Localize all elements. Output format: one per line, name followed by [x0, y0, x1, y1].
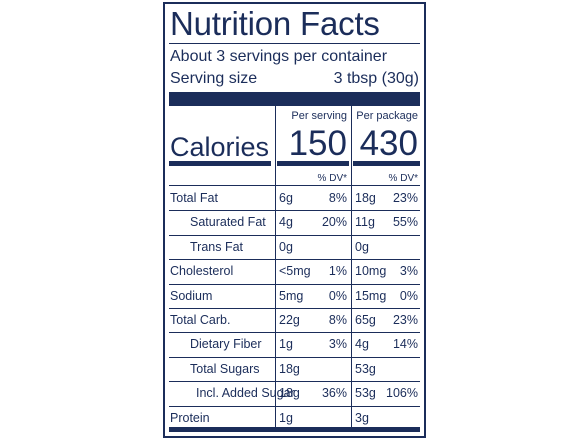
column-divider-1 — [275, 106, 276, 427]
nutrient-amount-package: 4g — [355, 337, 369, 352]
nutrient-amount-serving: 5mg — [279, 288, 304, 303]
nutrient-amount-package: 0g — [355, 239, 369, 254]
row-divider — [169, 259, 420, 261]
per-serving-header: Per serving — [291, 110, 347, 122]
per-package-header: Per package — [356, 110, 418, 122]
servings-per-container: About 3 servings per container — [170, 48, 388, 65]
column-divider-2 — [351, 106, 352, 427]
nutrient-dv-package: 23% — [392, 191, 418, 205]
nutrient-dv-serving: 3% — [328, 337, 347, 352]
nutrient-dv-serving: 20% — [321, 215, 347, 230]
serving-size-label: Serving size — [170, 70, 258, 87]
label-title: Nutrition Facts — [170, 5, 380, 42]
nutrient-amount-serving: 1g — [279, 410, 293, 425]
nutrient-dv-serving: 36% — [321, 386, 347, 401]
nutrient-dv-serving: 8% — [328, 313, 347, 327]
nutrient-dv-package: 0% — [399, 288, 418, 303]
nutrient-amount-serving: 18g — [279, 386, 300, 401]
nutrient-dv-package: 23% — [392, 313, 418, 327]
nutrient-amount-package: 3g — [355, 410, 369, 425]
row-divider — [169, 308, 420, 309]
dv-header-divider — [169, 185, 420, 186]
calories-thick-bar-1 — [169, 161, 271, 166]
dv-header-serving: % DV* — [317, 173, 347, 184]
nutrient-dv-package: 14% — [392, 337, 418, 352]
row-divider — [169, 283, 420, 285]
nutrient-dv-package: 3% — [399, 264, 418, 279]
nutrient-name: Trans Fat — [190, 239, 244, 254]
row-divider — [169, 234, 420, 236]
nutrient-amount-package: 65g — [355, 313, 376, 327]
nutrient-name: Saturated Fat — [190, 215, 266, 230]
serving-thick-bar — [169, 92, 420, 106]
serving-size-value: 3 tbsp (30g) — [333, 70, 419, 87]
row-divider — [169, 381, 420, 383]
nutrient-amount-serving: 1g — [279, 337, 293, 352]
nutrient-amount-package: 53g — [355, 386, 376, 401]
nutrient-amount-package: 18g — [355, 191, 376, 205]
dv-header-package: % DV* — [388, 173, 418, 184]
nutrient-amount-package: 11g — [355, 215, 375, 230]
nutrient-name: Protein — [170, 410, 210, 425]
nutrient-amount-serving: 6g — [279, 191, 293, 205]
nutrient-name: Total Fat — [170, 191, 218, 205]
nutrient-name: Dietary Fiber — [190, 337, 262, 352]
nutrient-dv-package: 106% — [386, 386, 418, 401]
row-divider — [169, 210, 420, 212]
calories-label: Calories — [170, 132, 270, 162]
nutrient-name: Total Sugars — [190, 361, 260, 376]
nutrient-dv-serving: 1% — [328, 264, 347, 279]
nutrient-amount-serving: 22g — [279, 313, 300, 327]
nutrient-amount-package: 10mg — [355, 264, 387, 279]
nutrient-name: Total Carb. — [170, 313, 231, 327]
calories-thick-bar-2 — [277, 161, 349, 166]
row-divider — [169, 405, 420, 407]
bottom-thick-bar — [169, 427, 420, 432]
calories-thick-bar-3 — [353, 161, 420, 166]
nutrient-name: Sodium — [170, 288, 213, 303]
nutrient-amount-serving: 18g — [279, 361, 300, 376]
nutrient-dv-serving: 0% — [328, 288, 347, 303]
nutrient-amount-package: 15mg — [355, 288, 387, 303]
nutrient-name: Cholesterol — [170, 264, 234, 279]
nutrient-amount-serving: <5mg — [279, 264, 311, 279]
nutrient-amount-package: 53g — [355, 361, 376, 376]
row-divider — [169, 356, 420, 358]
nutrient-name: Incl. Added Sugar — [196, 386, 295, 401]
row-divider — [169, 332, 420, 334]
nutrient-amount-serving: 4g — [279, 215, 293, 230]
nutrition-facts-label: Nutrition Facts About 3 servings per con… — [163, 2, 426, 438]
calories-per-serving: 150 — [288, 124, 347, 163]
nutrient-dv-package: 55% — [392, 215, 418, 230]
nutrient-dv-serving: 8% — [328, 191, 347, 205]
title-divider — [169, 43, 420, 44]
nutrient-amount-serving: 0g — [279, 239, 293, 254]
calories-per-package: 430 — [359, 124, 418, 163]
